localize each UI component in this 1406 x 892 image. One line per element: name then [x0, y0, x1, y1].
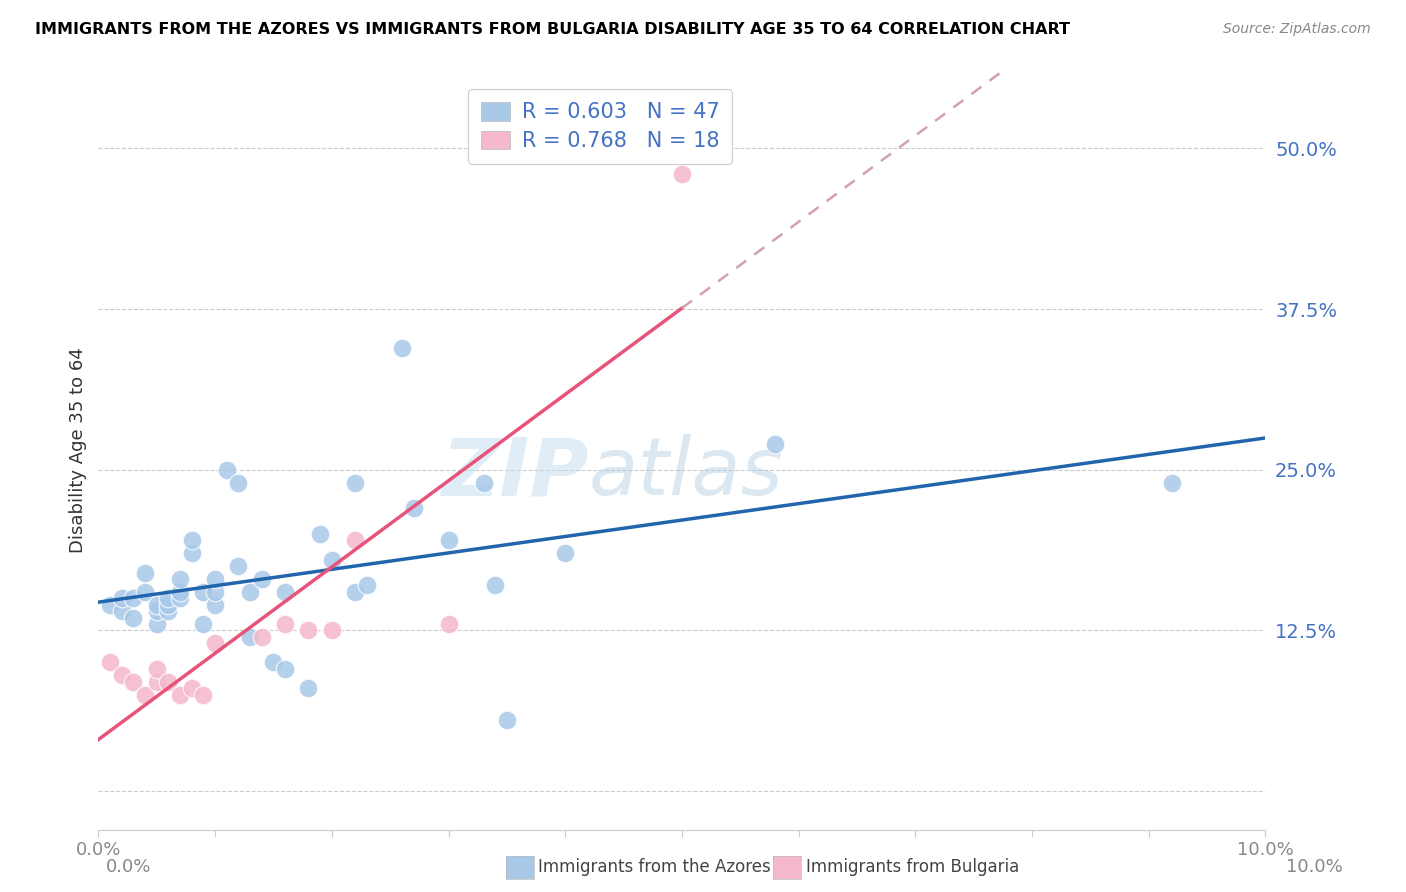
- Point: [215, 463, 238, 477]
- Point: [146, 604, 169, 618]
- Point: [193, 616, 215, 631]
- Point: [111, 668, 134, 682]
- Point: [437, 616, 460, 631]
- Point: [239, 584, 262, 599]
- Point: [228, 559, 250, 574]
- Point: [1161, 475, 1184, 490]
- Point: [98, 656, 121, 670]
- Point: [146, 674, 169, 689]
- Point: [193, 688, 215, 702]
- Point: [437, 533, 460, 548]
- Point: [391, 341, 413, 355]
- Point: [239, 630, 262, 644]
- Point: [122, 674, 145, 689]
- Point: [122, 591, 145, 606]
- Point: [250, 572, 273, 586]
- Text: 10.0%: 10.0%: [1286, 858, 1343, 876]
- Point: [321, 552, 343, 566]
- Text: Source: ZipAtlas.com: Source: ZipAtlas.com: [1223, 22, 1371, 37]
- Y-axis label: Disability Age 35 to 64: Disability Age 35 to 64: [69, 348, 87, 553]
- Point: [496, 714, 519, 728]
- Point: [180, 681, 202, 696]
- Point: [321, 624, 343, 638]
- Point: [204, 584, 226, 599]
- Point: [344, 475, 367, 490]
- Point: [193, 584, 215, 599]
- Text: Immigrants from Bulgaria: Immigrants from Bulgaria: [806, 858, 1019, 876]
- Point: [472, 475, 495, 490]
- Point: [134, 584, 156, 599]
- Text: Immigrants from the Azores: Immigrants from the Azores: [538, 858, 772, 876]
- Point: [262, 656, 284, 670]
- Point: [111, 591, 134, 606]
- Text: ZIP: ZIP: [441, 434, 589, 512]
- Point: [484, 578, 506, 592]
- Point: [111, 604, 134, 618]
- Point: [146, 662, 169, 676]
- Point: [146, 598, 169, 612]
- Point: [344, 584, 367, 599]
- Point: [309, 527, 332, 541]
- Point: [134, 566, 156, 580]
- Point: [274, 662, 297, 676]
- Point: [274, 584, 297, 599]
- Point: [180, 546, 202, 560]
- Point: [122, 610, 145, 624]
- Point: [763, 437, 786, 451]
- Point: [297, 681, 319, 696]
- Point: [169, 584, 191, 599]
- Point: [554, 546, 576, 560]
- Point: [146, 616, 169, 631]
- Point: [204, 572, 226, 586]
- Point: [250, 630, 273, 644]
- Point: [297, 624, 319, 638]
- Point: [134, 688, 156, 702]
- Legend: R = 0.603   N = 47, R = 0.768   N = 18: R = 0.603 N = 47, R = 0.768 N = 18: [468, 89, 733, 163]
- Point: [228, 475, 250, 490]
- Point: [169, 572, 191, 586]
- Text: IMMIGRANTS FROM THE AZORES VS IMMIGRANTS FROM BULGARIA DISABILITY AGE 35 TO 64 C: IMMIGRANTS FROM THE AZORES VS IMMIGRANTS…: [35, 22, 1070, 37]
- Point: [169, 688, 191, 702]
- Point: [274, 616, 297, 631]
- Point: [671, 167, 693, 181]
- Point: [157, 598, 180, 612]
- Point: [98, 598, 121, 612]
- Point: [402, 501, 425, 516]
- Point: [204, 636, 226, 650]
- Point: [169, 591, 191, 606]
- Point: [204, 598, 226, 612]
- Point: [157, 674, 180, 689]
- Point: [180, 533, 202, 548]
- Point: [157, 591, 180, 606]
- Point: [344, 533, 367, 548]
- Point: [356, 578, 378, 592]
- Text: atlas: atlas: [589, 434, 783, 512]
- Text: 0.0%: 0.0%: [105, 858, 150, 876]
- Point: [157, 604, 180, 618]
